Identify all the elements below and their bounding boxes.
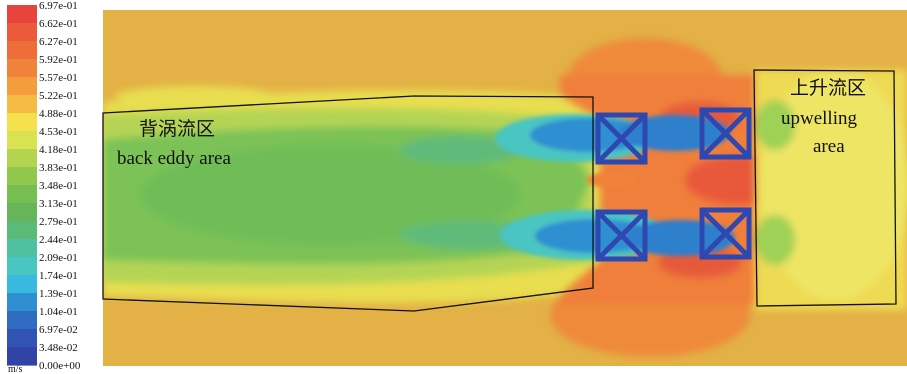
colorbar-swatch [7, 239, 37, 258]
colorbar: 6.97e-01 6.62e-01 6.27e-01 5.92e-01 5.57e-01… [7, 0, 81, 374]
colorbar-swatch [7, 131, 37, 150]
colorbar-tick-label: 3.13e-01 [39, 198, 78, 210]
colorbar-swatch [7, 41, 37, 60]
colorbar-tick-label: 2.79e-01 [39, 216, 78, 228]
colorbar-swatch [7, 293, 37, 312]
colorbar-tick-label: 6.27e-01 [39, 36, 78, 48]
colorbar-tick-label: 1.74e-01 [39, 270, 78, 282]
back-eddy-area-label: 背涡流区 back eddy area [117, 118, 231, 169]
colorbar-swatch [7, 221, 37, 240]
upwelling-label-cn: 上升流区 [790, 77, 866, 99]
pile-structures [595, 107, 752, 262]
colorbar-tick-label: 3.48e-01 [39, 180, 78, 192]
colorbar-tick-label: 3.48e-02 [39, 342, 78, 354]
upwelling-zone [755, 70, 907, 310]
colorbar-swatch [7, 5, 37, 24]
colorbar-tick-label: 2.09e-01 [39, 252, 78, 264]
colorbar-tick-label: 4.88e-01 [39, 108, 78, 120]
colorbar-swatches [7, 5, 37, 366]
colorbar-swatch [7, 167, 37, 186]
upwelling-label-en-line2: area [813, 136, 845, 157]
colorbar-tick-label: 0.00e+00 [39, 360, 81, 372]
colorbar-tick-label: 5.22e-01 [39, 90, 78, 102]
colorbar-unit-label: m/s [8, 364, 23, 374]
pile-structure-lower-right [699, 207, 752, 260]
colorbar-tick-label: 6.97e-01 [39, 0, 78, 12]
colorbar-swatch [7, 95, 37, 114]
colorbar-swatch [7, 203, 37, 222]
colorbar-tick-label: 1.04e-01 [39, 306, 78, 318]
wake-core [103, 126, 590, 264]
colorbar-tick-label: 6.62e-01 [39, 18, 78, 30]
colorbar-swatch [7, 347, 37, 366]
colorbar-swatch [7, 77, 37, 96]
colorbar-tick-label: 1.39e-01 [39, 288, 78, 300]
colorbar-swatch [7, 311, 37, 330]
colorbar-swatch [7, 113, 37, 132]
back-eddy-area-outline [102, 95, 594, 312]
colorbar-tick-labels: 6.97e-01 6.62e-01 6.27e-01 5.92e-01 5.57e-01… [39, 0, 81, 372]
pile-structure-upper-right [699, 107, 752, 160]
pile-structure-lower-left [595, 209, 648, 262]
colorbar-tick-label: 3.83e-01 [39, 162, 78, 174]
upwelling-area-outline [753, 69, 897, 307]
colorbar-swatch [7, 149, 37, 168]
velocity-contour-field [103, 10, 907, 366]
colorbar-swatch [7, 59, 37, 78]
upwelling-area-label: 上升流区 upwelling area [781, 77, 866, 157]
colorbar-swatch [7, 329, 37, 348]
back-eddy-label-cn: 背涡流区 [139, 118, 215, 140]
colorbar-tick-label: 5.92e-01 [39, 54, 78, 66]
upwelling-label-en-line1: upwelling [781, 108, 857, 129]
pile-structure-upper-left [595, 112, 648, 165]
back-eddy-label-en: back eddy area [117, 148, 231, 169]
colorbar-tick-label: 5.57e-01 [39, 72, 78, 84]
colorbar-swatch [7, 257, 37, 276]
colorbar-swatch [7, 185, 37, 204]
colorbar-tick-label: 6.97e-02 [39, 324, 78, 336]
colorbar-tick-label: 4.53e-01 [39, 126, 78, 138]
colorbar-swatch [7, 23, 37, 42]
colorbar-tick-label: 4.18e-01 [39, 144, 78, 156]
colorbar-swatch [7, 275, 37, 294]
colorbar-tick-label: 2.44e-01 [39, 234, 78, 246]
